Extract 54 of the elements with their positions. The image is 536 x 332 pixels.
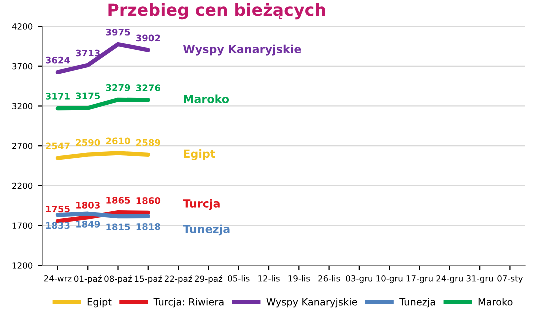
- data-label: 1815: [106, 224, 130, 231]
- annotation: Egipt: [184, 150, 216, 160]
- legend-label: Egipt: [88, 298, 112, 308]
- x-tick-label: 08-paź: [104, 275, 132, 284]
- x-tick-label: 19-lis: [288, 275, 310, 282]
- data-label: 1818: [136, 223, 160, 230]
- data-label: 3279: [106, 84, 130, 92]
- data-label: 3975: [106, 28, 130, 36]
- y-tick-label: 1700: [12, 222, 33, 230]
- x-tick-label: 31-gru: [466, 275, 494, 284]
- legend-label: Maroko: [478, 298, 513, 306]
- y-tick-label: 2700: [12, 143, 33, 150]
- x-tick-label: 24-gru: [436, 275, 463, 284]
- data-label: 2547: [46, 142, 70, 150]
- legend-label: Wyspy Kanaryjskie: [266, 298, 358, 308]
- x-tick-label: 03-gru: [346, 275, 372, 284]
- data-label: 3171: [46, 93, 70, 100]
- x-tick-label: 24-wrz: [44, 275, 72, 282]
- y-tick-label: 2200: [12, 182, 33, 190]
- x-tick-label: 05-lis: [228, 275, 250, 282]
- data-label: 1865: [106, 197, 130, 204]
- x-tick-label: 10-gru: [376, 275, 403, 284]
- data-label: 3175: [76, 92, 100, 100]
- y-tick-label: 3200: [12, 103, 33, 110]
- x-tick-label: 12-lis: [258, 275, 280, 282]
- x-tick-label: 17-gru: [406, 276, 433, 284]
- data-label: 2610: [106, 138, 130, 145]
- data-label: 2589: [136, 139, 160, 146]
- data-label: 3276: [136, 84, 160, 92]
- data-label: 1833: [46, 222, 70, 230]
- y-tick-label: 3700: [12, 63, 33, 70]
- annotation: Wyspy Kanaryjskie: [183, 44, 302, 56]
- data-label: 1849: [76, 220, 100, 228]
- annotation: Turcja: [183, 199, 220, 210]
- data-label: 3713: [76, 50, 100, 57]
- annotation: Maroko: [184, 94, 230, 104]
- annotation: Tunezja: [183, 224, 230, 236]
- x-tick-label: 07-sty: [498, 275, 524, 284]
- x-tick-label: 01-paź: [74, 275, 102, 284]
- data-label: 2590: [76, 139, 100, 146]
- data-label: 3902: [136, 34, 160, 42]
- x-tick-label: 15-paź: [135, 275, 162, 284]
- y-tick-label: 1200: [12, 262, 33, 269]
- legend-label: Tunezja: [400, 298, 436, 308]
- chart-title: Przebieg cen bieżących: [108, 3, 326, 20]
- data-label: 1803: [76, 202, 100, 209]
- x-tick-label: 29-paź: [195, 275, 223, 284]
- x-tick-label: 26-lis: [318, 275, 340, 282]
- data-label: 3624: [46, 56, 70, 64]
- data-label: 1755: [46, 206, 70, 213]
- legend-label: Turcja: Riwiera: [154, 298, 224, 308]
- data-label: 1860: [136, 197, 161, 204]
- y-tick-label: 4200: [12, 24, 33, 30]
- x-tick-label: 22-paź: [164, 275, 192, 284]
